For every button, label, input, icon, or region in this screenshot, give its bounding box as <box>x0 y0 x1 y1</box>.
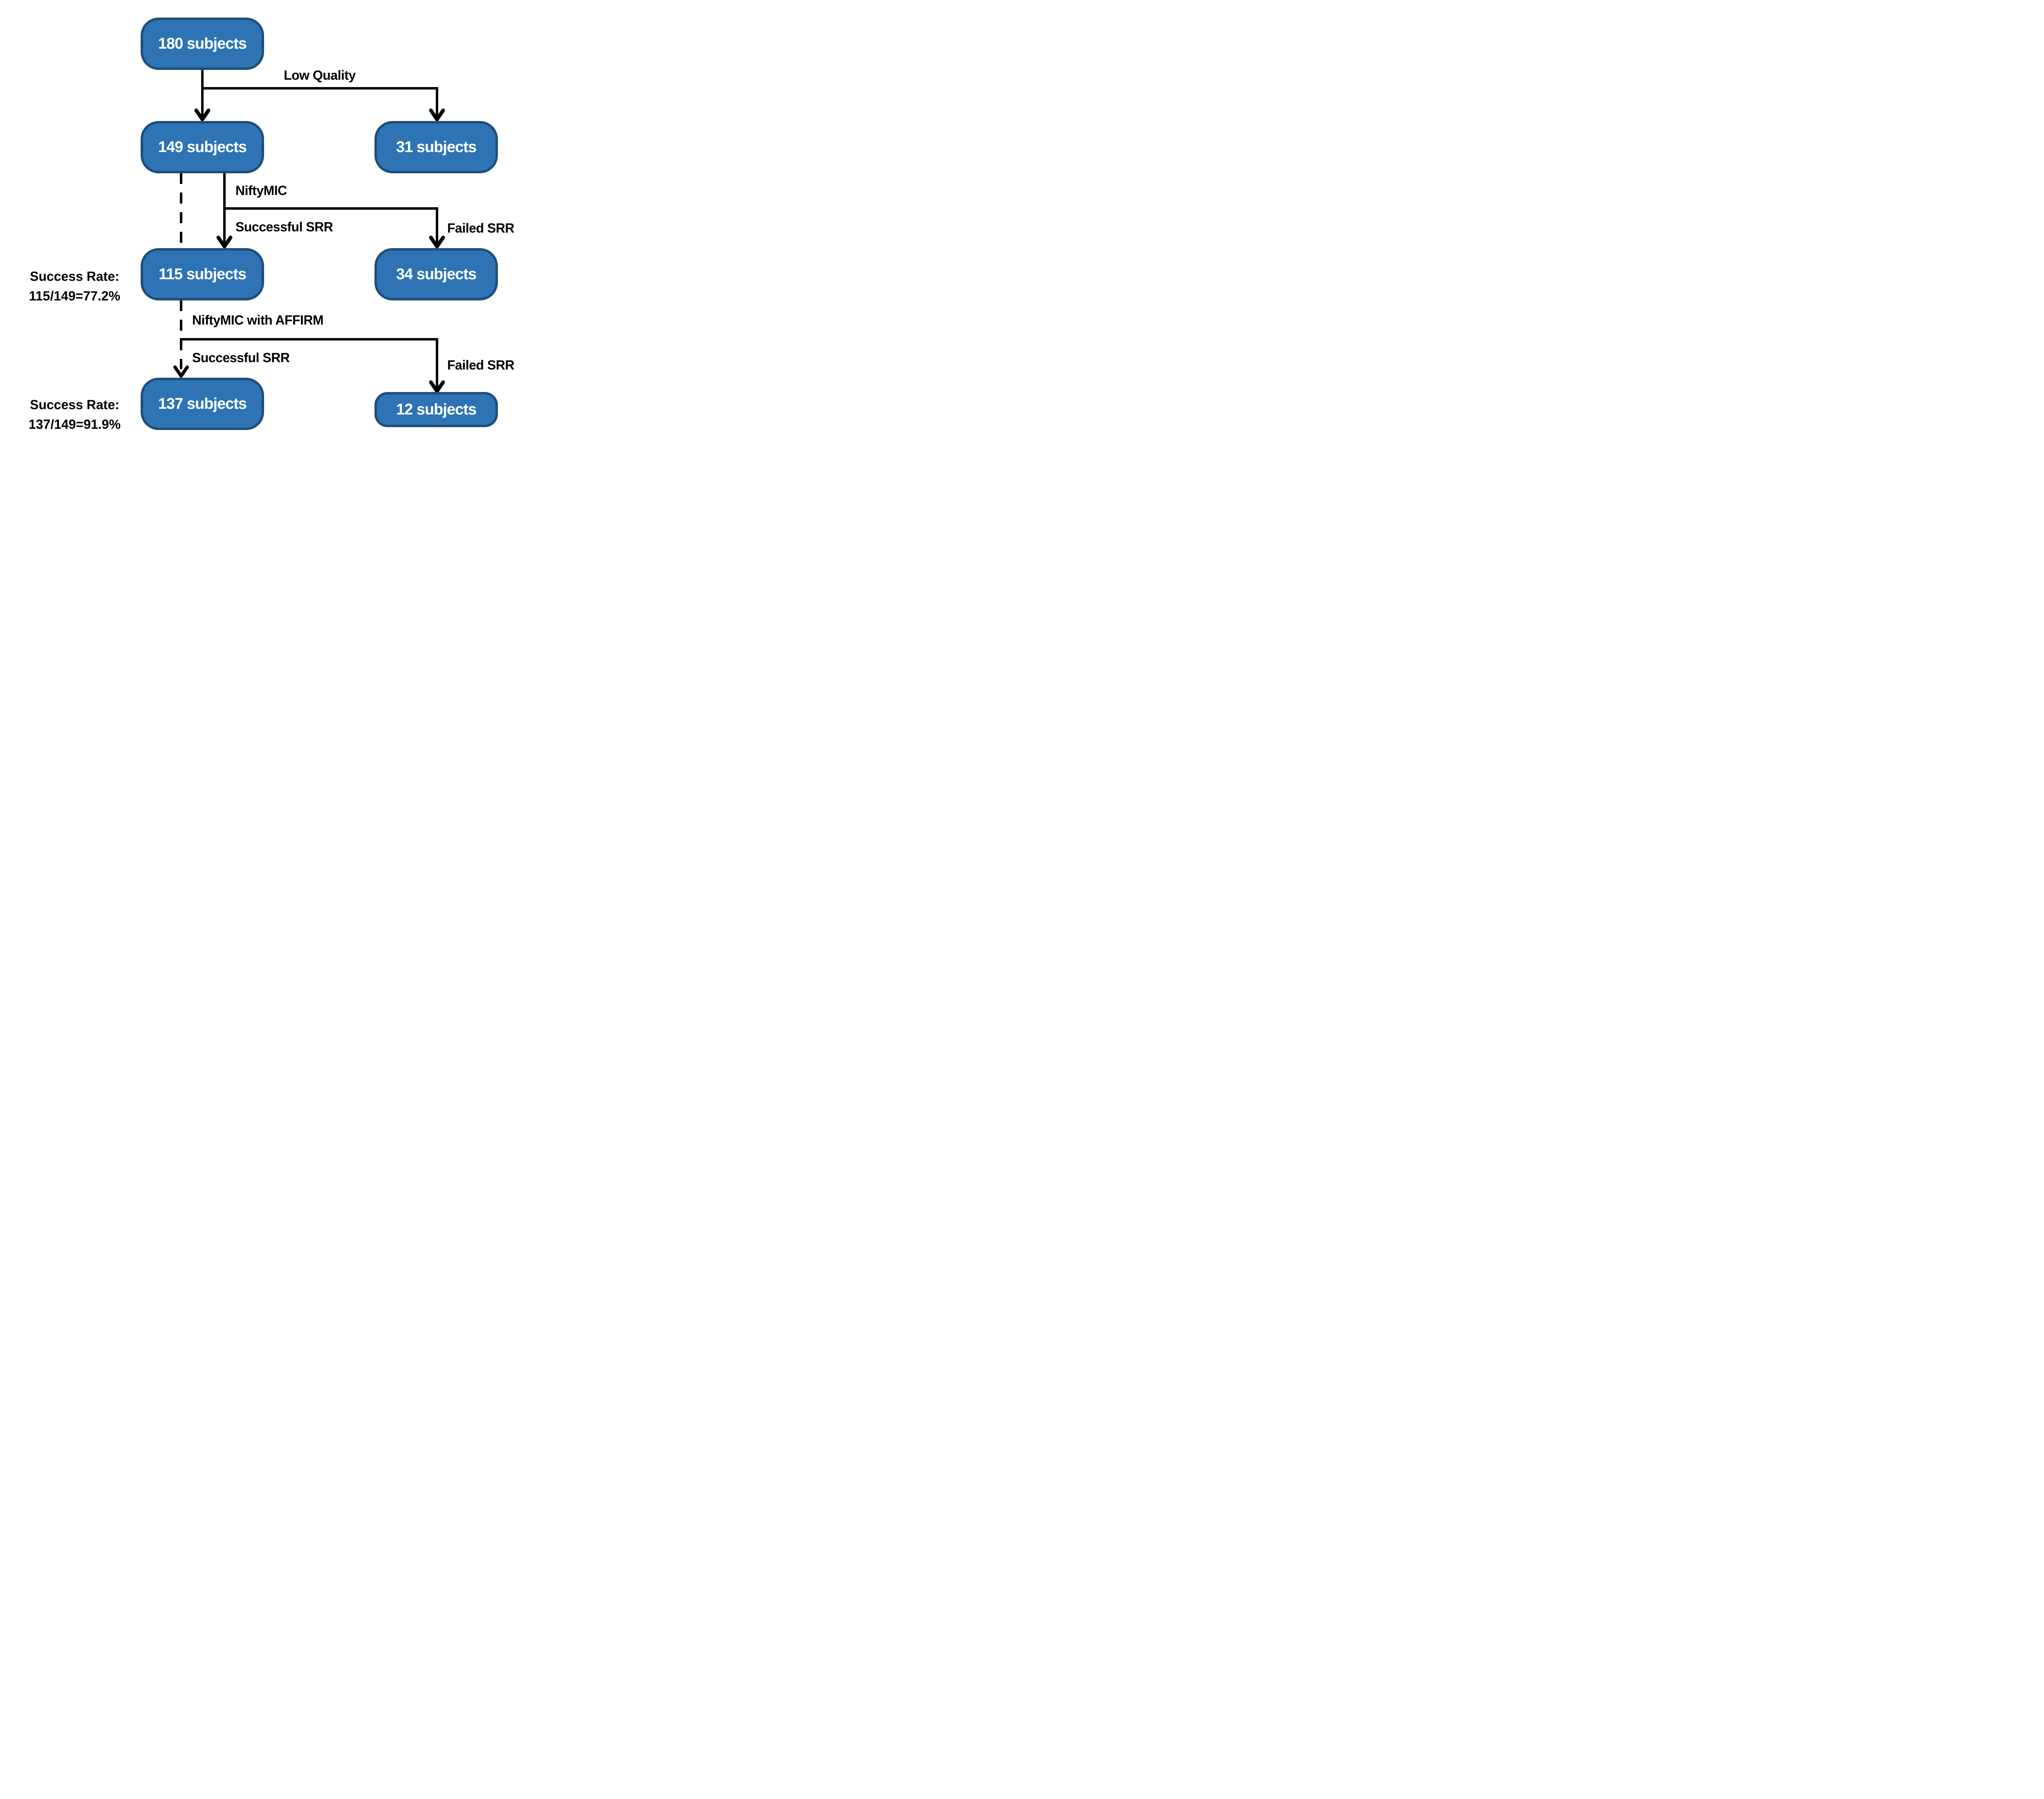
edge-label-low-quality: Low Quality <box>284 68 356 83</box>
box-180-label: 180 subjects <box>158 35 247 52</box>
box-12-label: 12 subjects <box>396 401 477 418</box>
edge-label-niftymic-with-affirm: NiftyMIC with AFFIRM <box>192 313 324 327</box>
box-31-label: 31 subjects <box>396 138 477 156</box>
box-12-subjects: 12 subjects <box>374 392 498 427</box>
connector-lines <box>173 70 445 393</box>
annotation-success-rate-1-line1: Success Rate: <box>30 269 119 284</box>
box-149-label: 149 subjects <box>158 138 247 156</box>
annotation-success-rate-2-line1: Success Rate: <box>30 397 119 412</box>
edge-label-failed-srr-1: Failed SRR <box>447 221 514 235</box>
annotation-success-rate-1: Success Rate: 115/149=77.2% <box>4 267 145 306</box>
flowchart-canvas: 180 subjects 149 subjects 31 subjects 11… <box>0 0 570 450</box>
edge-180-to-31 <box>201 87 445 121</box>
edge-180-to-149 <box>194 70 211 121</box>
box-137-subjects: 137 subjects <box>141 378 264 430</box>
box-115-subjects: 115 subjects <box>141 248 264 300</box>
edge-label-niftymic: NiftyMIC <box>235 183 287 198</box>
edge-115-to-12 <box>180 338 445 393</box>
box-180-subjects: 180 subjects <box>141 18 264 70</box>
annotation-success-rate-1-line2: 115/149=77.2% <box>29 289 121 303</box>
edge-label-successful-srr-1: Successful SRR <box>235 220 333 234</box>
box-34-label: 34 subjects <box>396 265 477 283</box>
annotation-success-rate-2-line2: 137/149=91.9% <box>28 417 121 432</box>
box-31-subjects: 31 subjects <box>374 121 498 173</box>
edge-115-to-137 <box>173 300 189 378</box>
box-34-subjects: 34 subjects <box>374 248 498 300</box>
box-149-subjects: 149 subjects <box>141 121 264 173</box>
annotation-success-rate-2: Success Rate: 137/149=91.9% <box>4 395 145 434</box>
edge-149-to-34 <box>223 207 445 249</box>
box-115-label: 115 subjects <box>158 265 247 283</box>
edge-label-failed-srr-2: Failed SRR <box>447 358 514 372</box>
box-137-label: 137 subjects <box>158 395 247 412</box>
edge-label-successful-srr-2: Successful SRR <box>192 350 290 365</box>
